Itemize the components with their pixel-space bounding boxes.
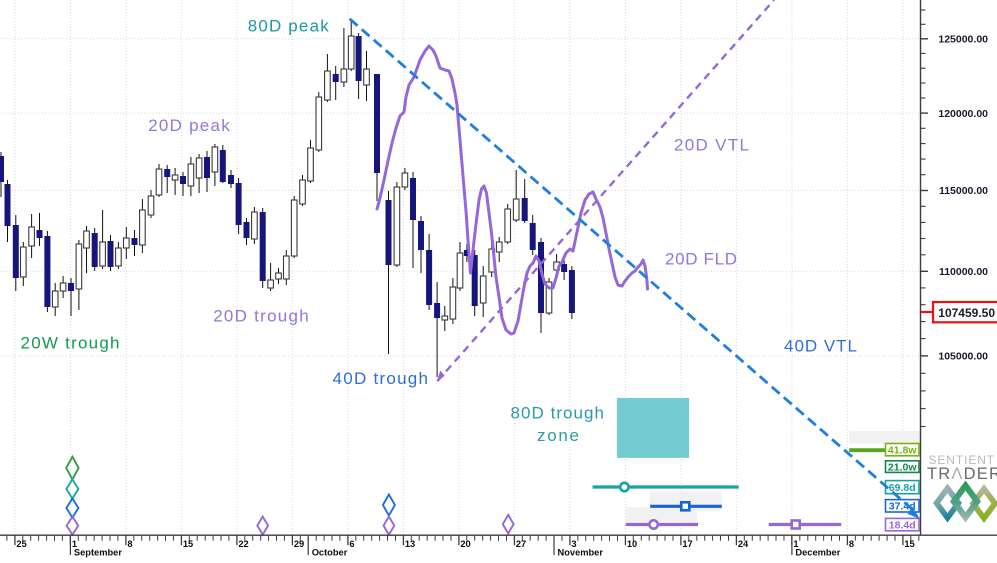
svg-text:27: 27 xyxy=(516,539,526,549)
svg-text:17: 17 xyxy=(682,539,692,549)
svg-text:November: November xyxy=(558,548,604,558)
svg-text:115000.00: 115000.00 xyxy=(939,185,988,197)
svg-text:18.4d: 18.4d xyxy=(889,519,916,531)
svg-text:41.8w: 41.8w xyxy=(888,444,917,456)
svg-text:TRΛDER: TRΛDER xyxy=(927,465,997,483)
svg-text:20D VTL: 20D VTL xyxy=(674,136,749,155)
svg-text:3: 3 xyxy=(571,539,576,549)
svg-text:6: 6 xyxy=(349,539,354,549)
svg-text:8: 8 xyxy=(127,539,132,549)
svg-text:110000.00: 110000.00 xyxy=(939,266,988,278)
svg-text:15: 15 xyxy=(904,539,914,549)
svg-text:20: 20 xyxy=(460,539,470,549)
svg-text:107459.50: 107459.50 xyxy=(938,306,995,320)
svg-text:29: 29 xyxy=(294,539,304,549)
svg-text:zone: zone xyxy=(537,426,579,445)
svg-text:22: 22 xyxy=(238,539,248,549)
svg-text:25: 25 xyxy=(16,539,26,549)
svg-text:20D trough: 20D trough xyxy=(213,307,309,326)
svg-text:40D trough: 40D trough xyxy=(333,369,429,388)
svg-text:1: 1 xyxy=(72,539,77,549)
svg-text:105000.00: 105000.00 xyxy=(938,351,988,363)
svg-text:September: September xyxy=(74,548,122,558)
svg-text:80D peak: 80D peak xyxy=(248,16,330,35)
svg-text:69.8d: 69.8d xyxy=(889,482,916,494)
svg-text:October: October xyxy=(312,548,348,558)
svg-text:15: 15 xyxy=(183,539,193,549)
svg-text:8: 8 xyxy=(849,539,854,549)
svg-text:80D trough: 80D trough xyxy=(511,404,605,423)
svg-text:40D VTL: 40D VTL xyxy=(784,337,857,356)
svg-text:December: December xyxy=(795,548,840,558)
svg-text:37.4d: 37.4d xyxy=(889,501,916,513)
svg-text:21.0w: 21.0w xyxy=(888,461,917,473)
svg-text:125000.00: 125000.00 xyxy=(938,34,988,46)
svg-text:1: 1 xyxy=(793,539,798,549)
svg-text:20D peak: 20D peak xyxy=(148,116,230,135)
svg-text:10: 10 xyxy=(627,539,637,549)
svg-text:120000.00: 120000.00 xyxy=(938,108,988,120)
svg-text:20D FLD: 20D FLD xyxy=(665,250,737,269)
svg-text:13: 13 xyxy=(405,539,415,549)
svg-text:24: 24 xyxy=(738,539,749,549)
svg-text:SENTIENT: SENTIENT xyxy=(929,453,996,467)
